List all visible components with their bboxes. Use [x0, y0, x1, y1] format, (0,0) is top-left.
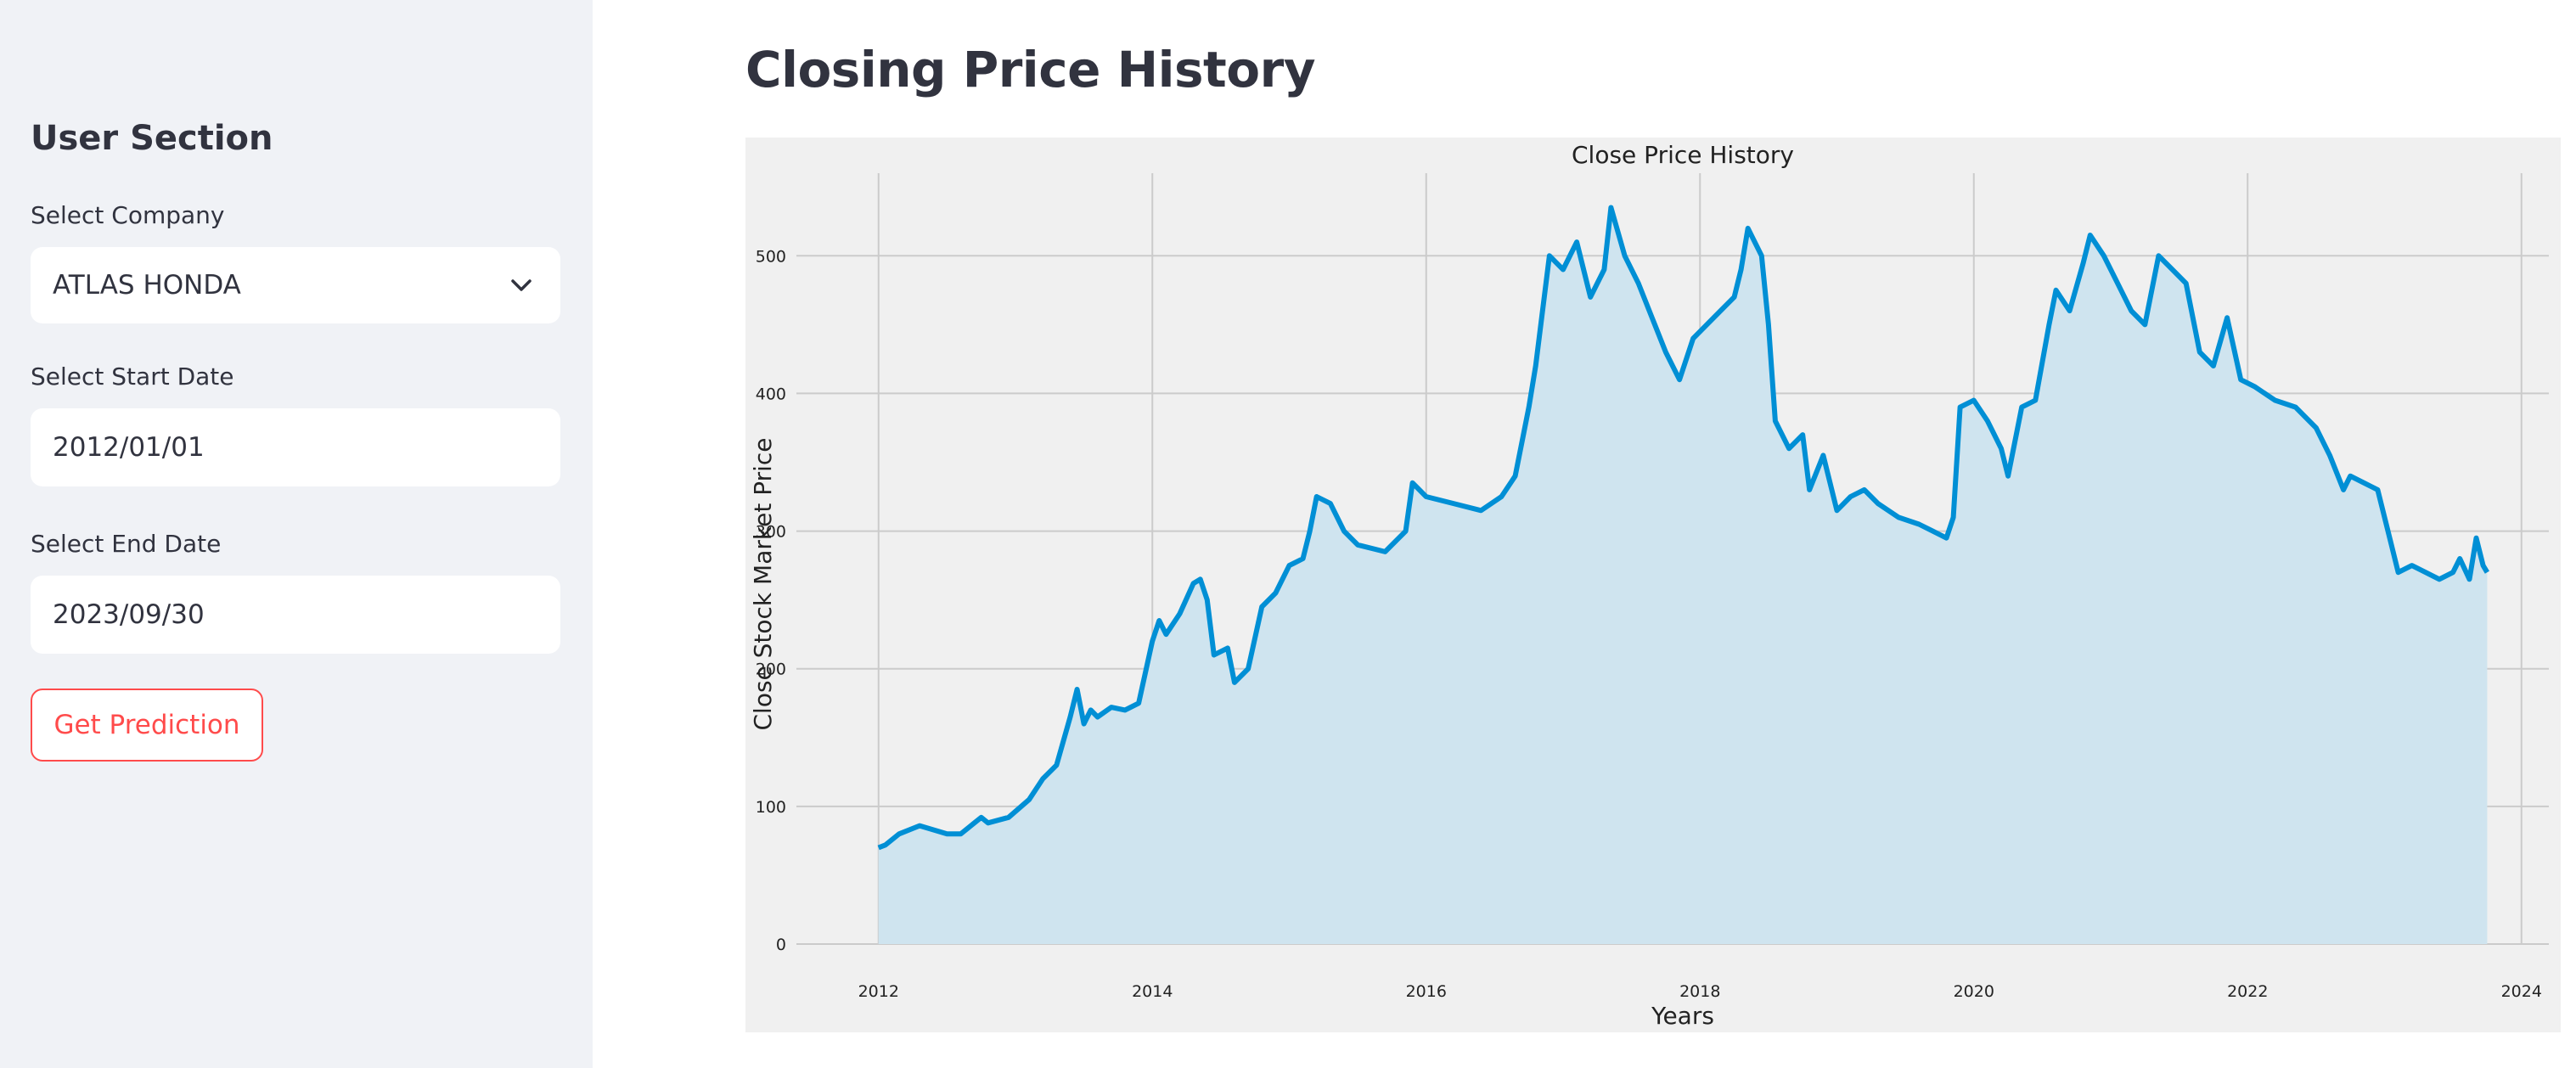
x-tick-label: 2024	[2501, 982, 2542, 1001]
start-date-input[interactable]: 2012/01/01	[31, 408, 560, 486]
y-tick-label: 100	[756, 798, 786, 817]
price-area	[878, 207, 2488, 944]
page-title: Closing Price History	[745, 41, 1316, 98]
chart-title: Close Price History	[1572, 141, 1794, 169]
company-label: Select Company	[31, 201, 225, 229]
x-tick-label: 2020	[1954, 982, 1994, 1001]
x-tick-label: 2016	[1406, 982, 1447, 1001]
x-tick-label: 2014	[1132, 982, 1173, 1001]
x-tick-label: 2012	[858, 982, 899, 1001]
start-date-value: 2012/01/01	[53, 432, 205, 463]
company-select-value: ATLAS HONDA	[53, 270, 241, 301]
end-date-label: Select End Date	[31, 530, 222, 558]
end-date-input[interactable]: 2023/09/30	[31, 576, 560, 654]
sidebar-title: User Section	[31, 119, 273, 158]
price-line	[877, 205, 2489, 851]
close-price-chart: 2012 2014 2016 2018 2020 2022 2024 0 100 200 300 40…	[749, 141, 2549, 1030]
x-tick-label: 2022	[2227, 982, 2268, 1001]
y-tick-label: 400	[756, 385, 786, 403]
chart-container: 2012 2014 2016 2018 2020 2022 2024 0 100 200 300 40…	[745, 138, 2561, 1032]
start-date-label: Select Start Date	[31, 363, 234, 391]
end-date-value: 2023/09/30	[53, 599, 205, 630]
y-tick-label: 500	[756, 247, 786, 266]
y-tick-label: 300	[756, 523, 786, 542]
x-tick-label: 2018	[1679, 982, 1720, 1001]
chevron-down-icon	[504, 268, 538, 302]
x-axis-label: Years	[1651, 1002, 1714, 1030]
y-tick-label: 0	[776, 936, 786, 954]
y-axis-label: Close Stock Market Price	[749, 437, 777, 730]
sidebar: User Section Select Company ATLAS HONDA …	[0, 0, 593, 1068]
y-tick-label: 200	[756, 660, 786, 679]
company-select[interactable]: ATLAS HONDA	[31, 247, 560, 323]
get-prediction-button[interactable]: Get Prediction	[31, 689, 263, 762]
